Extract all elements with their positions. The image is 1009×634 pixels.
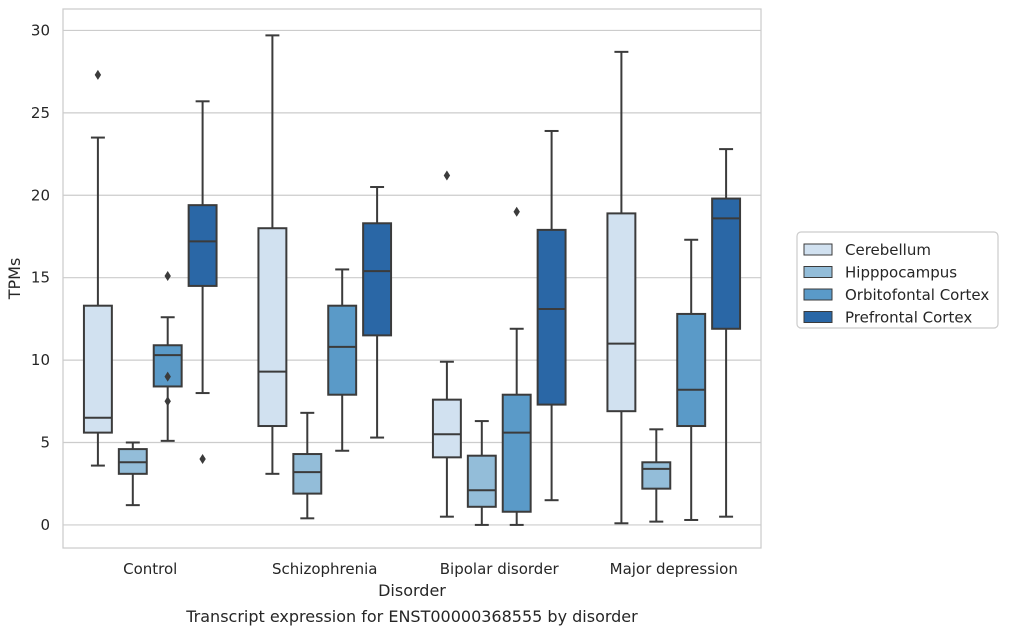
legend-swatch	[803, 243, 833, 256]
box-body	[606, 212, 637, 413]
box-body	[187, 204, 218, 287]
y-tick-label: 15	[31, 269, 50, 287]
outlier-point	[164, 371, 171, 382]
box-1-1	[292, 411, 323, 520]
outlier-point	[164, 271, 171, 282]
x-tick-labels: Control Schizophrenia Bipolar disorder Majo…	[123, 560, 738, 578]
outlier-point	[443, 170, 451, 181]
legend-swatch	[803, 266, 833, 278]
box-0-0	[82, 69, 113, 467]
box-3-3	[711, 148, 742, 518]
x-tick-label: Bipolar disorder	[440, 560, 560, 578]
box-2-2	[501, 206, 532, 526]
box-body	[292, 453, 323, 495]
x-tick-label: Control	[123, 560, 177, 578]
y-tick-label: 20	[31, 186, 50, 204]
legend-frame	[796, 231, 999, 329]
box-1-2	[466, 420, 497, 526]
legend-label: Hipppocampus	[845, 264, 957, 282]
box-2-3	[676, 238, 707, 521]
box-body	[362, 222, 393, 337]
legend-label: Cerebellum	[845, 241, 931, 259]
box-1-3	[641, 428, 672, 523]
y-tick-labels: 0 5 10 15 20 25 30	[31, 21, 50, 533]
x-tick-label: Major depression	[610, 560, 738, 578]
y-tick-label: 0	[40, 516, 50, 534]
y-axis-label: TPMs	[5, 258, 24, 301]
box-3-0	[187, 100, 218, 464]
box-body	[536, 228, 567, 406]
box-body	[466, 454, 497, 508]
box-body	[501, 393, 532, 513]
y-tick-label: 10	[31, 351, 50, 369]
box-0-2	[431, 170, 462, 518]
legend-label: Orbitofontal Cortex	[845, 286, 989, 304]
box-2-0	[152, 271, 183, 442]
outlier-point	[199, 453, 206, 464]
box-2-1	[327, 268, 358, 452]
legend-swatch	[803, 311, 833, 323]
box-3-1	[362, 186, 393, 439]
y-tick-label: 25	[31, 104, 50, 122]
box-0-3	[606, 50, 637, 525]
box-body	[257, 227, 288, 428]
figure-caption: Transcript expression for ENST0000036855…	[185, 607, 638, 626]
box-body	[82, 304, 113, 434]
y-tick-label: 5	[40, 434, 50, 452]
plot-frame	[62, 8, 762, 549]
legend-swatch	[803, 288, 833, 301]
box-body	[711, 197, 742, 330]
box-body	[327, 304, 358, 396]
box-3-2	[536, 129, 567, 502]
plot-boxes	[82, 34, 742, 526]
box-body	[431, 398, 462, 459]
box-0-1	[257, 34, 288, 475]
box-1-0	[117, 441, 148, 507]
outlier-point	[513, 206, 520, 217]
outlier-point	[164, 396, 171, 407]
outlier-point	[94, 69, 102, 80]
legend-label: Prefrontal Cortex	[845, 309, 972, 327]
box-body	[676, 312, 707, 428]
box-body	[641, 461, 672, 490]
y-tick-label: 30	[31, 21, 50, 39]
x-axis-label: Disorder	[378, 581, 446, 600]
legend: Cerebellum Hipppocampus Orbitofontal Corte…	[796, 231, 999, 329]
x-tick-label: Schizophrenia	[272, 560, 377, 578]
